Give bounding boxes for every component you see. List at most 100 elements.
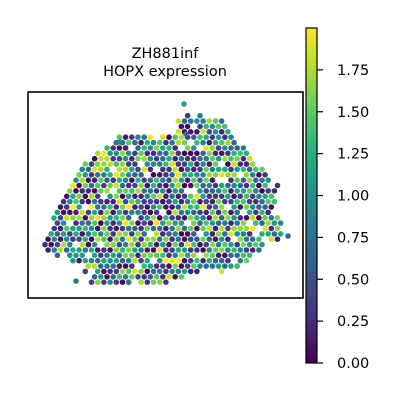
spot-point	[172, 188, 178, 194]
spot-point	[122, 177, 129, 183]
spot-point	[234, 209, 240, 216]
spot-point	[116, 188, 123, 194]
spot-point	[200, 215, 206, 221]
spot-point	[172, 209, 178, 216]
spot-point	[156, 225, 163, 232]
spot-point	[141, 274, 147, 280]
spot-point	[215, 198, 222, 205]
spot-point	[225, 236, 231, 242]
spot-point	[178, 263, 185, 269]
spot-point	[110, 263, 116, 269]
spot-point	[231, 225, 237, 232]
spot-point	[98, 188, 104, 194]
spot-point	[237, 236, 244, 242]
spot-point	[153, 252, 160, 259]
spot-point	[203, 145, 209, 151]
spot-point	[203, 155, 209, 162]
spot-point	[101, 182, 107, 189]
spot-point	[67, 252, 73, 259]
spot-point	[259, 177, 265, 183]
spot-point	[132, 161, 138, 167]
spot-point	[147, 134, 154, 140]
spot-point	[259, 188, 265, 194]
spot-point	[184, 263, 191, 269]
spot-point	[256, 236, 262, 242]
spot-point	[256, 193, 262, 200]
spot-point	[194, 268, 200, 275]
spot-point	[101, 150, 107, 157]
spot-point	[122, 252, 129, 259]
colorbar	[305, 27, 318, 364]
spot-point	[222, 220, 228, 226]
spot-point	[172, 134, 178, 140]
spot-point	[150, 204, 157, 210]
spot-point	[231, 247, 237, 253]
spot-point	[194, 161, 200, 167]
spot-point	[175, 172, 182, 178]
spot-point	[191, 198, 197, 205]
spot-point	[116, 155, 123, 162]
spot-point	[215, 231, 222, 237]
spot-point	[107, 236, 113, 242]
spot-point	[187, 247, 194, 253]
spot-point	[209, 220, 216, 226]
spot-point	[197, 188, 203, 194]
spot-point	[119, 236, 126, 242]
spot-point	[141, 145, 147, 151]
spot-point	[234, 155, 240, 162]
chart-subtitle: HOPX expression	[103, 64, 227, 80]
spot-point	[129, 274, 135, 280]
spot-point	[104, 252, 110, 259]
spot-point	[88, 247, 95, 253]
spot-point	[169, 139, 175, 146]
spot-point	[132, 204, 138, 210]
spot-point	[274, 236, 281, 242]
spot-point	[194, 236, 200, 242]
spot-point	[215, 155, 222, 162]
spot-point	[110, 177, 116, 183]
spot-point	[156, 172, 163, 178]
spot-point	[144, 161, 151, 167]
spot-point	[203, 123, 209, 130]
spot-point	[116, 177, 123, 183]
spot-point	[119, 225, 126, 232]
spot-point	[150, 225, 157, 232]
spot-point	[125, 268, 132, 275]
spot-point	[57, 236, 64, 242]
spot-point	[135, 209, 141, 216]
spot-point	[240, 145, 247, 151]
spot-point	[169, 204, 175, 210]
spot-point	[206, 236, 213, 242]
spot-point	[181, 172, 188, 178]
spot-point	[231, 215, 237, 221]
spot-point	[191, 220, 197, 226]
spot-point	[85, 198, 92, 205]
spot-point	[153, 220, 160, 226]
spot-point	[166, 231, 172, 237]
spot-point	[243, 161, 250, 167]
spot-point	[212, 150, 219, 157]
spot-point	[184, 252, 191, 259]
spot-point	[243, 215, 250, 221]
spot-point	[200, 150, 206, 157]
spot-point	[144, 247, 151, 253]
spot-point	[237, 215, 244, 221]
spot-point	[94, 225, 101, 232]
spot-point	[107, 150, 113, 157]
spot-point	[141, 188, 147, 194]
spot-point	[206, 247, 213, 253]
spot-point	[132, 247, 138, 253]
spot-point	[249, 161, 256, 167]
spot-point	[98, 274, 104, 280]
spot-point	[116, 145, 123, 151]
spot-point	[215, 123, 222, 130]
spot-point	[234, 145, 240, 151]
spot-point	[150, 268, 157, 275]
spot-point	[225, 193, 231, 200]
spot-point	[218, 172, 225, 178]
spot-point	[135, 134, 141, 140]
spot-point	[218, 247, 225, 253]
spot-point	[222, 198, 228, 205]
spot-point	[181, 118, 188, 124]
